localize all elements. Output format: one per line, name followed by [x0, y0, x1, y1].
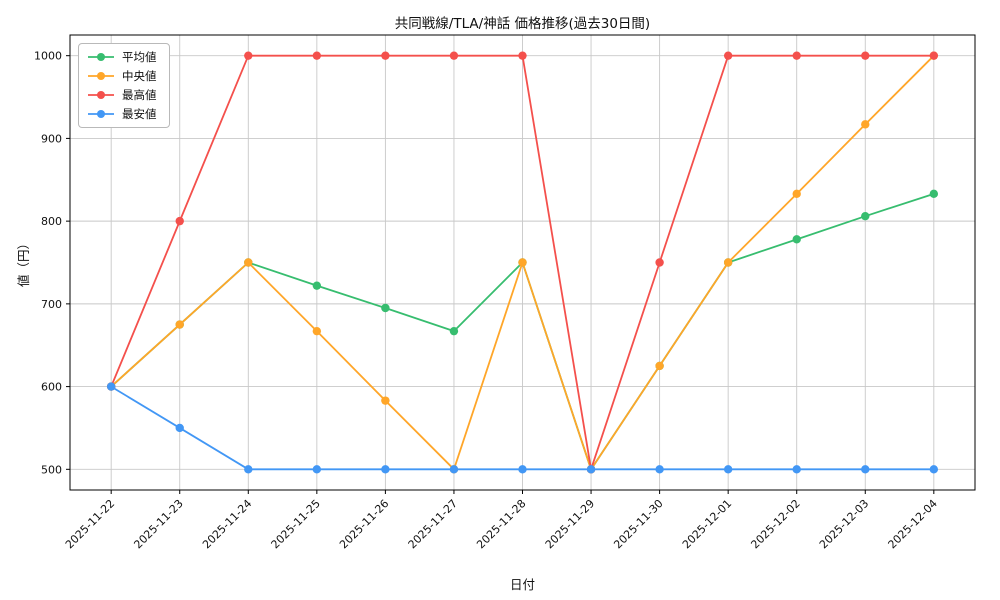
data-point-marker — [106, 382, 116, 391]
chart-title: 共同戦線/TLA/神話 価格推移(過去30日間) — [394, 16, 651, 32]
data-point-marker — [861, 120, 870, 129]
x-tick-label: 2025-12-01 — [680, 497, 734, 551]
data-point-marker — [723, 51, 733, 60]
data-point-marker — [312, 465, 322, 474]
x-tick-label: 2025-11-26 — [337, 497, 391, 551]
y-tick-label: 500 — [41, 463, 62, 476]
legend-label: 最高値 — [122, 88, 157, 102]
data-point-marker — [861, 211, 870, 221]
data-point-marker — [518, 51, 527, 60]
data-point-marker — [312, 326, 322, 336]
y-tick-label: 800 — [41, 215, 62, 228]
data-point-marker — [723, 258, 733, 267]
legend-label: 平均値 — [122, 50, 157, 64]
data-point-marker — [175, 320, 184, 329]
y-tick-label: 600 — [41, 381, 62, 394]
data-point-marker — [244, 258, 253, 267]
legend-item: 最安値 — [87, 107, 157, 121]
data-point-marker — [449, 51, 459, 60]
data-point-marker — [244, 465, 253, 474]
x-tick-label: 2025-12-04 — [886, 497, 940, 551]
x-tick-label: 2025-12-02 — [748, 497, 802, 551]
legend-line-marker-icon — [88, 53, 114, 61]
data-point-marker — [312, 51, 322, 60]
data-point-marker — [381, 465, 390, 474]
x-tick-label: 2025-11-22 — [63, 497, 117, 551]
x-tick-label: 2025-11-24 — [200, 497, 254, 551]
data-point-marker — [312, 281, 322, 290]
data-point-marker — [586, 465, 596, 474]
x-tick-label: 2025-11-25 — [269, 497, 323, 551]
data-point-marker — [929, 189, 939, 199]
data-point-marker — [655, 258, 664, 267]
data-point-marker — [518, 465, 527, 474]
legend-item: 最高値 — [87, 88, 157, 102]
x-tick-label: 2025-11-28 — [474, 497, 528, 551]
data-point-marker — [792, 465, 801, 474]
data-point-marker — [381, 51, 390, 60]
data-point-marker — [449, 465, 459, 474]
legend: 平均値中央値最高値最安値 — [78, 43, 170, 128]
legend-item: 平均値 — [87, 50, 157, 64]
legend-line-marker-icon — [88, 110, 114, 118]
x-tick-label: 2025-12-03 — [817, 497, 871, 551]
data-point-marker — [929, 465, 939, 474]
data-point-marker — [929, 51, 939, 60]
x-axis-label: 日付 — [509, 577, 535, 592]
data-point-marker — [449, 326, 459, 336]
data-point-marker — [861, 465, 870, 474]
data-point-marker — [723, 465, 733, 474]
data-point-marker — [792, 51, 801, 60]
y-tick-label: 1000 — [34, 50, 62, 63]
legend-line-marker-icon — [88, 91, 114, 99]
data-point-marker — [861, 51, 870, 60]
y-axis-label: 値（円） — [16, 237, 31, 288]
data-point-marker — [792, 189, 801, 199]
data-point-marker — [655, 361, 664, 371]
y-tick-label: 900 — [41, 132, 62, 145]
data-point-marker — [175, 423, 184, 433]
data-point-marker — [175, 216, 184, 226]
x-tick-label: 2025-11-23 — [131, 497, 185, 551]
legend-item: 中央値 — [87, 69, 157, 83]
legend-line-marker-icon — [88, 72, 114, 80]
x-tick-label: 2025-11-29 — [543, 497, 597, 551]
legend-label: 最安値 — [122, 107, 157, 121]
y-tick-label: 700 — [41, 298, 62, 311]
data-point-marker — [381, 396, 390, 405]
x-tick-label: 2025-11-27 — [406, 497, 460, 551]
data-point-marker — [244, 51, 253, 60]
legend-label: 中央値 — [122, 69, 157, 83]
data-point-marker — [655, 465, 664, 474]
data-point-marker — [792, 235, 801, 244]
data-point-marker — [518, 258, 527, 267]
x-tick-label: 2025-11-30 — [611, 497, 665, 551]
data-point-marker — [381, 303, 390, 313]
